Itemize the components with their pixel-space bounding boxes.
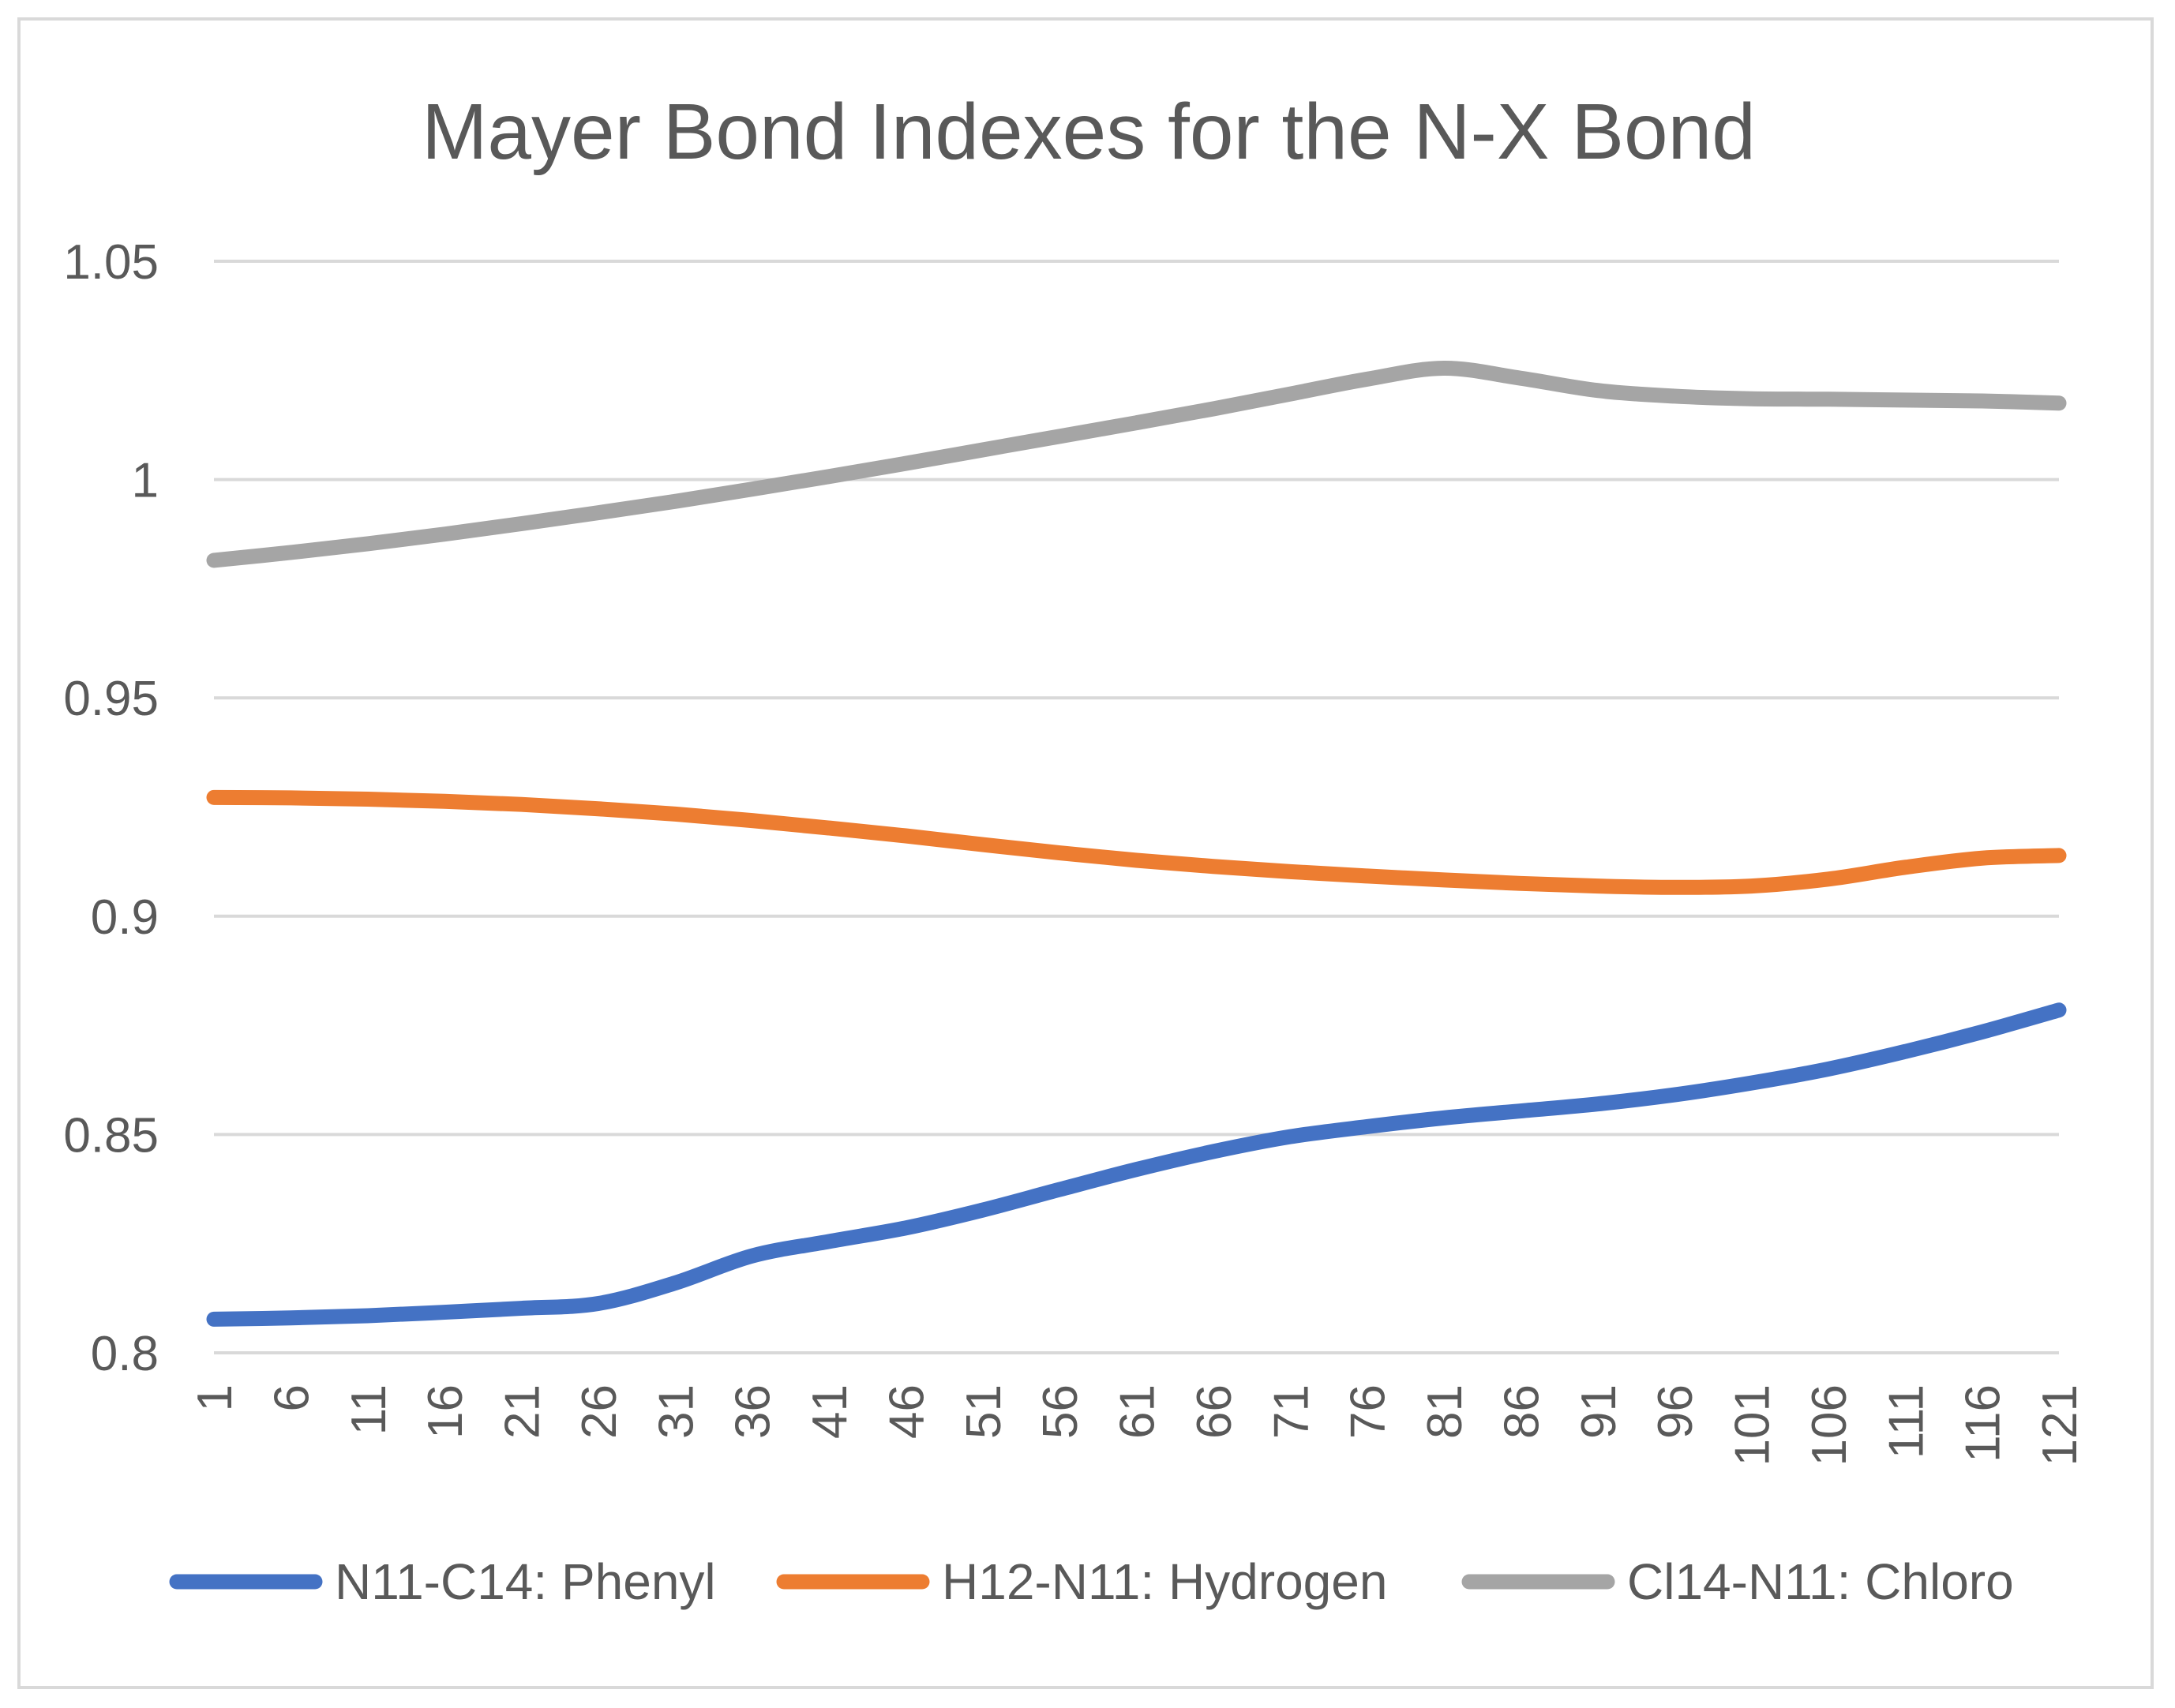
x-tick-label: 71 [1264,1384,1318,1439]
x-tick-label: 26 [572,1384,627,1439]
series-line-0 [206,1002,2067,1327]
x-tick-label: 116 [1956,1384,2011,1463]
x-tick-label: 86 [1494,1384,1549,1439]
series-lines [206,361,2067,1327]
x-tick-label: 11 [342,1384,396,1435]
x-tick-label: 96 [1648,1384,1703,1439]
x-tick-label: 121 [2033,1384,2087,1466]
x-tick-label: 36 [726,1384,781,1439]
x-tick-label: 111 [1879,1384,1933,1459]
legend: N11-C14: Phenyl H12-N11: Hydrogen Cl14-N11… [169,1553,2014,1610]
y-axis-ticks: 0.8 0.85 0.9 0.95 1 1.05 [63,235,159,1381]
gridlines [214,260,2059,1354]
x-tick-label: 81 [1418,1384,1472,1439]
line-chart: Mayer Bond Indexes for the N-X Bond 0.80… [63,88,2087,1610]
x-tick-label: 31 [649,1384,703,1439]
x-tick-label: 101 [1726,1384,1780,1466]
x-tick-label: 56 [1033,1384,1088,1439]
x-axis-ticks: 1 6 11 16 21 26 31 36 41 46 51 56 61 66 71 76 81 86 91 96 10… [188,1384,2087,1466]
series-line-2 [206,361,2067,568]
y-tick-label: 0.9 [91,890,159,945]
x-tick-label: 16 [418,1384,473,1439]
x-tick-label: 51 [957,1384,1011,1439]
x-tick-label: 61 [1111,1384,1165,1439]
x-tick-label: 21 [496,1384,550,1439]
y-tick-label: 1 [132,454,159,508]
y-tick-label: 0.8 [91,1327,159,1381]
legend-label-2: Cl14-N11: Chloro [1627,1553,2014,1610]
x-tick-label: 41 [803,1384,857,1439]
series-line-1 [206,789,2067,895]
y-tick-label: 1.05 [63,235,159,290]
x-tick-label: 1 [188,1384,242,1411]
x-tick-label: 106 [1802,1384,1857,1466]
chart-frame: Mayer Bond Indexes for the N-X Bond 0.8 0… [17,17,2154,1689]
legend-label-0: N11-C14: Phenyl [335,1553,716,1610]
x-tick-label: 76 [1341,1384,1396,1439]
y-tick-label: 0.95 [63,672,159,726]
chart-title: Mayer Bond Indexes for the N-X Bond [422,88,1756,176]
x-tick-label: 46 [879,1384,934,1439]
legend-label-1: H12-N11: Hydrogen [942,1553,1387,1610]
y-tick-label: 0.85 [63,1108,159,1163]
x-tick-label: 6 [264,1384,319,1411]
x-tick-label: 91 [1572,1384,1626,1439]
x-tick-label: 66 [1187,1384,1242,1439]
